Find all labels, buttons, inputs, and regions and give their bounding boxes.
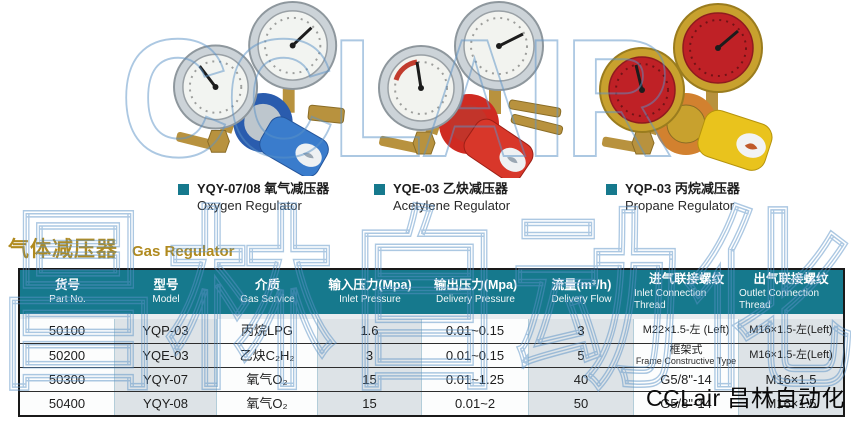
product-label-acetylene: YQE-03 乙炔减压器 Acetylene Regulator — [374, 181, 510, 215]
product-name-cn: YQE-03 乙炔减压器 — [393, 181, 508, 196]
header-en: Part No. — [49, 293, 86, 305]
header-cn: 流量(m³/h) — [551, 278, 612, 293]
header-en: Gas Service — [240, 293, 295, 305]
table-cell: 50300 — [20, 368, 115, 391]
table-cell: 15 — [318, 392, 422, 415]
header-en: Delivery Pressure — [436, 293, 515, 305]
product-name-cn: YQY-07/08 氧气减压器 — [197, 181, 330, 196]
header-en: Inlet Pressure — [339, 293, 401, 305]
table-cell: 50100 — [20, 319, 115, 343]
col-header-delivery-flow: 流量(m³/h) Delivery Flow — [529, 270, 634, 314]
table-cell: M16×1.5-左(Left) — [739, 319, 843, 343]
regulator-illustration — [378, 1, 564, 183]
table-cell: 0.01~0.15 — [422, 319, 529, 343]
table-cell: M16×1.5-左(Left) — [739, 344, 843, 367]
regulator-illustration — [599, 3, 773, 171]
frame-type-en: Frame Constructive Type — [635, 355, 737, 366]
header-cn: 介质 — [254, 278, 280, 293]
table-row: 50200 YQE-03 乙炔C₂H₂ 3 0.01~0.15 5 框架式 Fr… — [20, 343, 843, 367]
product-image-oxygen-regulator — [164, 0, 362, 178]
table-cell: M16×1.5 — [739, 392, 843, 415]
table-cell: 乙炔C₂H₂ — [217, 344, 318, 367]
product-image-propane-regulator — [584, 0, 792, 178]
header-cn: 货号 — [54, 278, 80, 293]
table-cell: 3 — [529, 319, 634, 343]
spec-table: 货号 Part No. 型号 Model 介质 Gas Service 输入压力… — [18, 268, 845, 417]
table-row: 50300 YQY-07 氧气O₂ 15 0.01~1.25 40 G5/8"-… — [20, 367, 843, 391]
table-cell: M22×1.5-左 (Left) — [634, 319, 739, 343]
table-cell: 50 — [529, 392, 634, 415]
product-label-propane: YQP-03 丙烷减压器 Propane Regulator — [606, 181, 740, 215]
col-header-part-no: 货号 Part No. — [20, 270, 115, 314]
header-en: Model — [152, 293, 180, 305]
table-cell: 氧气O₂ — [217, 368, 318, 391]
table-header-row: 货号 Part No. 型号 Model 介质 Gas Service 输入压力… — [20, 270, 843, 314]
header-en: Inlet Connection Thread — [634, 287, 707, 311]
frame-type-cn: 框架式 — [669, 344, 703, 356]
header-cn: 型号 — [153, 278, 179, 293]
col-header-gas-service: 介质 Gas Service — [217, 270, 318, 314]
col-header-outlet-thread: 出气联接螺纹 Outlet Connection Thread — [739, 270, 843, 314]
table-cell: 0.01~0.15 — [422, 344, 529, 367]
brand-footer: CCLair 昌林自动化 — [646, 385, 845, 411]
header-cn: 出气联接螺纹 — [753, 272, 829, 287]
table-cell: 框架式 Frame Constructive Type — [634, 344, 739, 367]
square-bullet-icon — [178, 184, 189, 195]
header-en: Delivery Flow — [551, 293, 612, 305]
table-cell: 0.01~2 — [422, 392, 529, 415]
product-name-cn: YQP-03 丙烷减压器 — [625, 181, 740, 196]
table-cell: YQP-03 — [115, 319, 217, 343]
product-label-oxygen: YQY-07/08 氧气减压器 Oxygen Regulator — [178, 181, 329, 215]
table-cell: 0.01~1.25 — [422, 368, 529, 391]
table-cell: YQE-03 — [115, 344, 217, 367]
table-row: 50100 YQP-03 丙烷LPG 1.6 0.01~0.15 3 M22×1… — [20, 319, 843, 343]
col-header-model: 型号 Model — [115, 270, 217, 314]
table-cell: 3 — [318, 344, 422, 367]
header-en: Outlet Connection Thread — [739, 287, 820, 311]
product-image-acetylene-regulator — [366, 0, 572, 183]
col-header-delivery-pressure: 输出压力(Mpa) Delivery Pressure — [422, 270, 529, 314]
section-title: 气体减压器 Gas Regulator — [8, 233, 235, 263]
product-name-en: Propane Regulator — [625, 197, 735, 213]
table-cell: G5/8"-14 — [634, 392, 739, 415]
table-cell: 丙烷LPG — [217, 319, 318, 343]
table-row: 50400 YQY-08 氧气O₂ 15 0.01~2 50 G5/8"-14 … — [20, 391, 843, 415]
regulator-illustration — [173, 0, 345, 178]
section-title-en: Gas Regulator — [132, 243, 235, 260]
table-cell: M16×1.5 — [739, 368, 843, 391]
table-cell: YQY-07 — [115, 368, 217, 391]
table-cell: 1.6 — [318, 319, 422, 343]
square-bullet-icon — [374, 184, 385, 195]
table-cell: 5 — [529, 344, 634, 367]
table-cell: G5/8"-14 — [634, 368, 739, 391]
header-gap-band — [20, 314, 843, 319]
table-cell: 50400 — [20, 392, 115, 415]
table-cell: YQY-08 — [115, 392, 217, 415]
product-name-en: Oxygen Regulator — [197, 197, 302, 213]
header-cn: 输出压力(Mpa) — [433, 278, 518, 293]
col-header-inlet-thread: 进气联接螺纹 Inlet Connection Thread — [634, 270, 739, 314]
section-title-cn: 气体减压器 — [8, 238, 118, 261]
header-cn: 输入压力(Mpa) — [328, 278, 412, 293]
product-name-en: Acetylene Regulator — [393, 197, 511, 213]
table-cell: 50200 — [20, 344, 115, 367]
table-cell: 15 — [318, 368, 422, 391]
table-cell: 40 — [529, 368, 634, 391]
col-header-inlet-pressure: 输入压力(Mpa) Inlet Pressure — [318, 270, 422, 314]
square-bullet-icon — [606, 184, 617, 195]
table-cell: 氧气O₂ — [217, 392, 318, 415]
header-cn: 进气联接螺纹 — [648, 272, 724, 287]
